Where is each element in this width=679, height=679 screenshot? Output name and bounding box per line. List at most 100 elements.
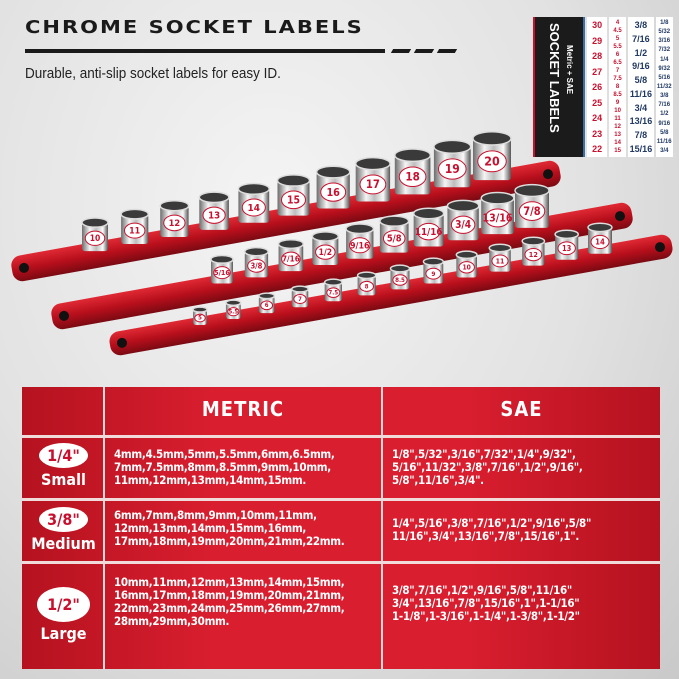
socket-rail: 5 5.5 6 7 7.5 8 8.5 9 10 11 12 13 14 — [109, 222, 673, 356]
label-value: 5 — [615, 36, 620, 42]
label-value: 1/4 — [660, 56, 669, 63]
page-title: CHROME SOCKET LABELS — [25, 17, 364, 38]
size-table: METRIC SAE 1/4" Small 4mm,4.5mm,5mm,5.5mm… — [22, 387, 660, 669]
socket: 9 — [422, 257, 445, 284]
rail-mount-hole — [59, 310, 69, 321]
socket: 12 — [521, 236, 546, 266]
socket: 3/8 — [244, 246, 269, 278]
label-value: 3/8 — [634, 20, 648, 30]
socket-label: 9 — [431, 270, 435, 278]
sae-sizes-medium: 1/4",5/16",3/8",7/16",1/2",9/16",5/8" 11… — [392, 516, 592, 543]
socket: 7 — [291, 285, 309, 308]
socket: 13 — [198, 191, 230, 230]
socket-rail: 10 11 12 13 14 15 16 17 18 19 20 — [11, 130, 561, 282]
label-value: 11 — [614, 116, 621, 122]
socket-label: 1/2 — [319, 247, 332, 257]
label-value: 3/8 — [660, 93, 669, 100]
socket-label: 14 — [248, 203, 261, 214]
socket-label: 13/16 — [483, 212, 513, 225]
socket: 14 — [587, 222, 613, 254]
drive-name: Small — [41, 470, 86, 489]
socket-label: 15 — [287, 194, 300, 206]
metric-sizes-medium: 6mm,7mm,8mm,9mm,10mm,11mm, 12mm,13mm,14m… — [114, 508, 345, 548]
label-sheet-image: SOCKET LABELS Metric + SAE 30 29 28 27 26 25 2… — [533, 17, 673, 157]
socket-label: 10 — [462, 264, 470, 272]
rail-mount-hole — [117, 337, 127, 348]
socket: 11 — [120, 208, 150, 245]
label-value: 5.5 — [613, 44, 622, 50]
metric-sizes-large: 10mm,11mm,12mm,13mm,14mm,15mm, 16mm,17mm… — [114, 575, 345, 628]
socket: 1/2 — [311, 231, 340, 265]
title-underline — [25, 49, 385, 53]
socket-label: 14 — [595, 238, 605, 247]
socket: 5/16 — [210, 254, 234, 284]
socket: 7.5 — [323, 278, 343, 302]
label-value: 1/8 — [660, 20, 669, 26]
rail-bar — [51, 202, 633, 330]
socket-label: 5.5 — [229, 308, 239, 315]
label-value: 9/16 — [632, 61, 650, 72]
socket-rails-image: 10 11 12 13 14 15 16 17 18 19 20 5/16 3/8 7/16 1/2 9/16… — [11, 130, 673, 356]
socket-label: 16 — [326, 186, 340, 199]
socket: 10 — [455, 250, 478, 278]
label-value: 15/16 — [629, 143, 653, 154]
socket-label: 6 — [265, 302, 269, 309]
label-value: 13/16 — [629, 116, 653, 127]
label-value: 1/2 — [660, 111, 669, 118]
label-value: 9 — [615, 100, 620, 106]
rail-mount-hole — [19, 262, 29, 273]
label-value: 29 — [592, 35, 603, 46]
socket: 15 — [276, 174, 311, 216]
socket-label: 20 — [484, 155, 500, 169]
label-value: 3/16 — [658, 38, 671, 45]
socket-label: 8 — [365, 283, 369, 290]
socket: 17 — [354, 156, 391, 202]
label-value: 4.5 — [613, 28, 622, 34]
socket-label: 7 — [298, 296, 302, 303]
label-value: 6 — [615, 52, 620, 58]
socket-label: 11 — [496, 257, 505, 265]
row-label-medium: 3/8" Medium — [22, 507, 105, 553]
label-value: 7/32 — [658, 47, 671, 54]
socket-label: 17 — [366, 178, 380, 191]
socket-label: 11/16 — [415, 227, 443, 238]
socket: 11 — [488, 243, 512, 272]
label-value: 4 — [615, 20, 620, 26]
socket-label: 9/16 — [350, 241, 370, 251]
socket: 6 — [258, 292, 276, 314]
label-value: 3/4 — [660, 147, 669, 154]
drive-badge: 3/8" — [39, 507, 88, 532]
label-value: 7 — [615, 68, 620, 74]
label-value: 5/8 — [634, 75, 648, 86]
socket-rail: 5/16 3/8 7/16 1/2 9/16 5/8 11/16 3/4 13/16 7/8 — [51, 183, 633, 330]
socket: 5/8 — [379, 215, 410, 253]
label-column-metric-large: 30 29 28 27 26 25 24 23 22 — [587, 17, 607, 157]
drive-name: Medium — [31, 534, 96, 553]
label-value: 7.5 — [613, 76, 622, 82]
label-value: 14 — [614, 140, 621, 146]
sae-sizes-small: 1/8",5/32",3/16",7/32",1/4",9/32", 5/16"… — [392, 447, 583, 487]
sae-sizes-large: 3/8",7/16",1/2",9/16",5/8",11/16" 3/4",1… — [392, 583, 580, 623]
label-value: 10 — [614, 108, 621, 114]
label-value: 7/8 — [634, 130, 648, 141]
header-metric: METRIC — [201, 397, 285, 421]
row-label-small: 1/4" Small — [22, 443, 105, 489]
socket: 18 — [394, 148, 432, 195]
socket: 14 — [237, 182, 270, 223]
socket: 7/16 — [277, 238, 304, 272]
rail-mount-hole — [543, 169, 553, 180]
socket-label: 7.5 — [329, 290, 339, 297]
socket-label: 12 — [169, 218, 181, 229]
label-card-subtitle: Metric + SAE — [565, 45, 574, 95]
metric-sizes-small: 4mm,4.5mm,5mm,5.5mm,6mm,6.5mm, 7mm,7.5mm… — [114, 447, 335, 487]
socket-label: 13 — [208, 210, 220, 221]
label-value: 9/32 — [658, 65, 671, 72]
label-column-sae-medium: 3/8 7/16 1/2 9/16 5/8 11/16 3/4 13/16 7/8 15/16 — [628, 17, 654, 157]
rail-mount-hole — [655, 242, 665, 253]
socket-label: 7/8 — [523, 205, 541, 218]
socket-label: 5/8 — [387, 234, 402, 245]
label-value: 5/16 — [658, 74, 671, 81]
label-value: 3/4 — [634, 102, 648, 113]
label-value: 30 — [592, 20, 603, 30]
label-value: 11/16 — [629, 88, 652, 99]
